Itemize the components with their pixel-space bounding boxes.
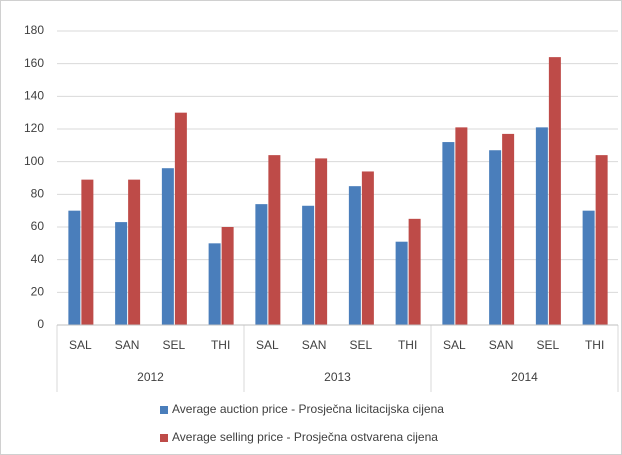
y-tick-label: 100 bbox=[24, 154, 44, 168]
bar bbox=[395, 241, 408, 325]
legend-label: Average selling price - Prosječna ostvar… bbox=[172, 430, 438, 444]
bar bbox=[68, 210, 81, 325]
x-tick-label: SAN bbox=[302, 338, 327, 352]
bar bbox=[595, 155, 608, 325]
x-tick-label: SAL bbox=[256, 338, 279, 352]
legend-swatch bbox=[160, 406, 168, 414]
x-tick-label: SAL bbox=[69, 338, 92, 352]
bar bbox=[208, 243, 221, 325]
bar bbox=[582, 210, 595, 325]
bar bbox=[115, 222, 128, 325]
y-tick-label: 160 bbox=[24, 56, 44, 70]
bar bbox=[361, 171, 374, 325]
bar bbox=[408, 218, 421, 325]
bar bbox=[315, 158, 328, 325]
bar bbox=[174, 112, 187, 326]
x-tick-label: THI bbox=[398, 338, 417, 352]
y-tick-label: 60 bbox=[31, 219, 45, 233]
bar bbox=[221, 227, 234, 325]
x-tick-label: SEL bbox=[163, 338, 186, 352]
bar bbox=[302, 205, 315, 325]
x-group-label: 2014 bbox=[511, 370, 538, 384]
bar bbox=[255, 204, 268, 325]
bar bbox=[489, 150, 502, 325]
x-tick-label: THI bbox=[585, 338, 604, 352]
y-tick-label: 120 bbox=[24, 121, 44, 135]
x-tick-label: SAL bbox=[443, 338, 466, 352]
y-tick-label: 180 bbox=[24, 23, 44, 37]
bar bbox=[81, 179, 94, 325]
bar bbox=[268, 155, 281, 325]
bar bbox=[161, 168, 174, 325]
bar bbox=[502, 133, 515, 325]
bar bbox=[455, 127, 468, 325]
y-tick-label: 40 bbox=[31, 252, 45, 266]
x-tick-label: SAN bbox=[115, 338, 140, 352]
bar bbox=[535, 127, 548, 325]
x-group-label: 2012 bbox=[137, 370, 164, 384]
bar bbox=[548, 57, 561, 326]
legend-label: Average auction price - Prosječna licita… bbox=[172, 402, 444, 416]
legend-swatch bbox=[160, 434, 168, 442]
y-tick-label: 20 bbox=[31, 285, 45, 299]
y-tick-label: 140 bbox=[24, 89, 44, 103]
x-tick-label: THI bbox=[211, 338, 230, 352]
x-tick-label: SEL bbox=[537, 338, 560, 352]
bar bbox=[128, 179, 141, 325]
bar bbox=[348, 186, 361, 325]
x-tick-label: SAN bbox=[489, 338, 514, 352]
bar bbox=[442, 142, 455, 325]
y-tick-label: 80 bbox=[31, 187, 45, 201]
y-tick-label: 0 bbox=[37, 317, 44, 331]
x-group-label: 2013 bbox=[324, 370, 351, 384]
x-tick-label: SEL bbox=[350, 338, 373, 352]
